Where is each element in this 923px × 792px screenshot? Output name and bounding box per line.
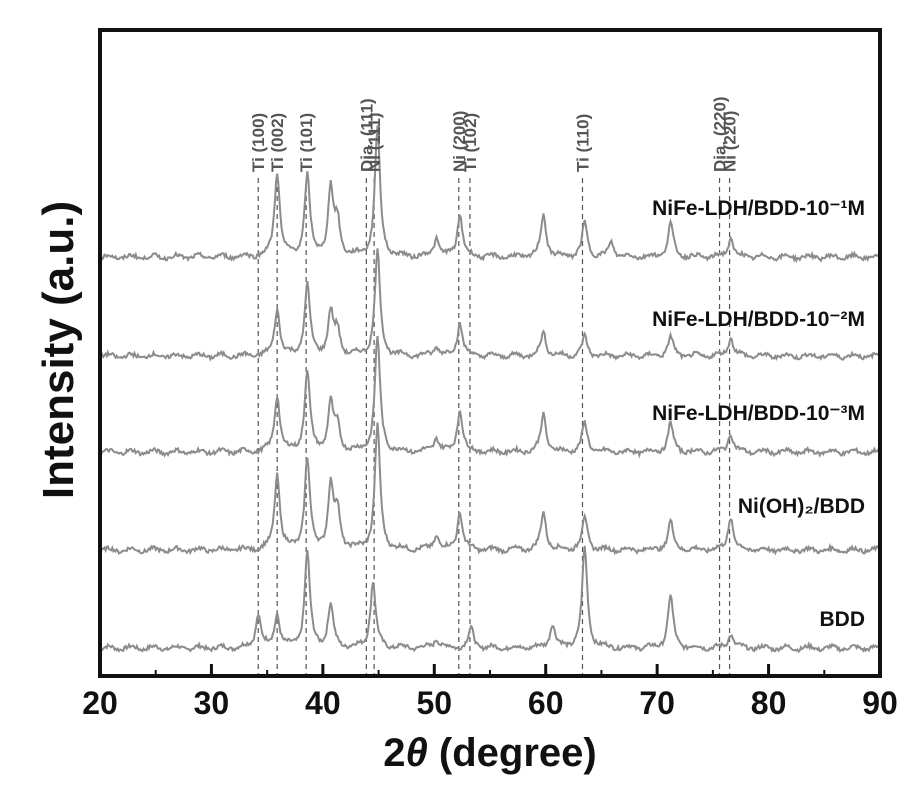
x-tick-label: 20	[82, 685, 118, 721]
reference-line-label: Ti (100)	[249, 113, 268, 172]
series-line	[100, 248, 880, 359]
series-line	[100, 422, 880, 553]
x-tick-label: 40	[305, 685, 341, 721]
series-labels: BDD Ni(OH)₂/BDD NiFe-LDH/BDD-10⁻³M NiFe-LDH…	[652, 197, 865, 631]
x-tick-label: 60	[528, 685, 564, 721]
series-label: BDD	[820, 608, 866, 631]
x-tick-label: 90	[862, 685, 898, 721]
series-label: NiFe-LDH/BDD-10⁻²M	[652, 308, 865, 331]
series-label: Ni(OH)₂/BDD	[738, 495, 865, 518]
reference-labels: Ti (100)Ti (002)Ti (101)Dia. (111)Ni (11…	[249, 96, 739, 172]
x-tick-label: 70	[639, 685, 675, 721]
reference-line-label: Ti (101)	[297, 113, 316, 172]
x-tick-label: 80	[751, 685, 787, 721]
x-tick-label: 30	[194, 685, 230, 721]
reference-line-label: Ti (110)	[573, 114, 592, 172]
reference-line-label: Ni (111)	[365, 112, 384, 172]
reference-line-label: Ti (102)	[461, 113, 480, 172]
series-label: NiFe-LDH/BDD-10⁻³M	[652, 402, 865, 425]
series-label: NiFe-LDH/BDD-10⁻¹M	[652, 197, 865, 220]
reference-line-label: Ti (002)	[268, 113, 287, 172]
reference-line-label: Ni (220)	[721, 111, 740, 172]
x-axis-ticks: 20 30 40 50 60 70 80 90	[82, 664, 898, 721]
x-tick-label: 50	[416, 685, 452, 721]
y-axis-title: Intensity (a.u.)	[34, 201, 83, 499]
series-line	[100, 125, 880, 260]
series-line	[100, 546, 880, 652]
x-axis-title: 2θ (degree)	[383, 731, 597, 775]
